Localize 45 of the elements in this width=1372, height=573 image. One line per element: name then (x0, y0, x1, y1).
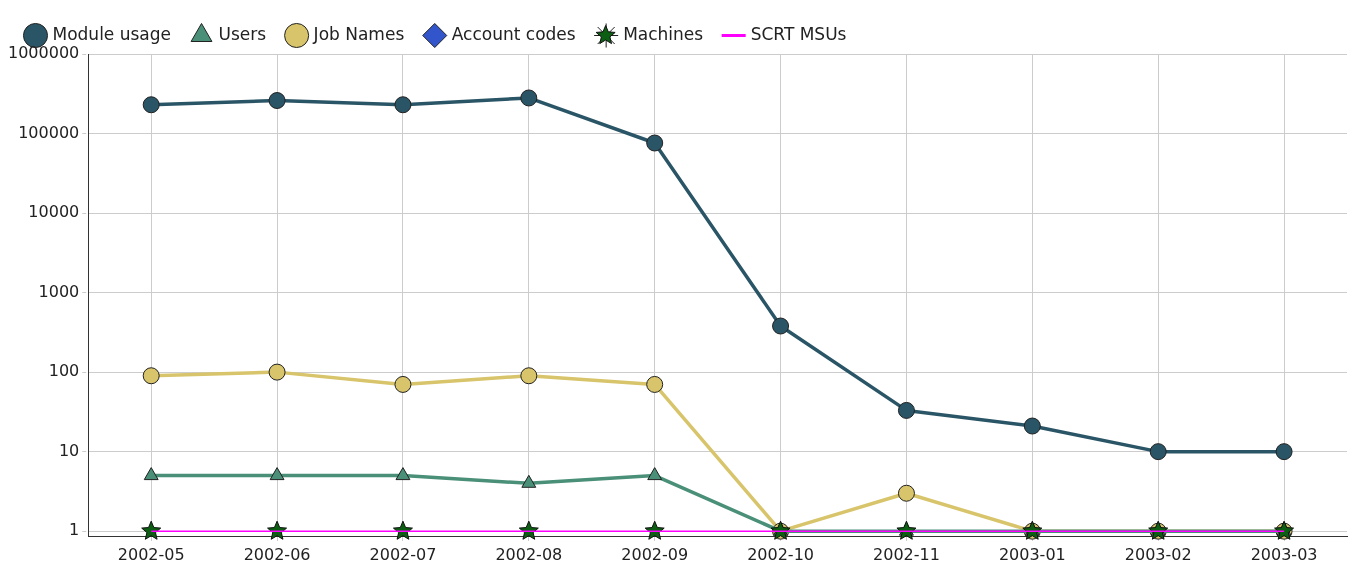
point (268, 92, 286, 110)
legend-label: Users (218, 23, 267, 44)
y-tick-label: 1 (69, 520, 80, 540)
point (141, 520, 162, 540)
point (772, 317, 790, 335)
legend-label: SCRT MSUs (750, 23, 847, 44)
point (646, 134, 664, 152)
legend-label: Job Names (312, 23, 405, 44)
x-tick-label: 2002-09 (621, 544, 689, 564)
point (1149, 443, 1167, 461)
point (520, 367, 538, 385)
point (520, 89, 538, 107)
y-tick-label: 100000 (18, 122, 80, 142)
y-tick-label: 10000 (28, 202, 80, 222)
x-tick-label: 2003-02 (1124, 544, 1192, 564)
y-tick-label: 1000000 (7, 43, 80, 63)
legend-label: Module usage (52, 23, 172, 44)
y-tick-label: 1000 (38, 281, 80, 301)
point (394, 96, 412, 114)
point (1023, 417, 1041, 435)
x-tick-label: 2003-03 (1250, 544, 1318, 564)
legend-label: Machines (623, 23, 704, 44)
point (142, 367, 160, 385)
point (143, 467, 159, 481)
legend-label: Account codes (451, 23, 576, 44)
x-tick-label: 2002-08 (495, 544, 563, 564)
point (647, 467, 663, 481)
point (1275, 443, 1293, 461)
x-tick-label: 2003-01 (998, 544, 1066, 564)
x-tick-label: 2002-11 (873, 544, 940, 564)
x-tick-label: 2002-10 (747, 544, 814, 564)
point (646, 375, 664, 393)
point (142, 96, 160, 114)
point (269, 467, 285, 481)
x-tick-label: 2002-05 (117, 544, 185, 564)
point (521, 474, 537, 488)
x-tick-label: 2002-06 (243, 544, 311, 564)
point (897, 484, 915, 502)
x-tick-label: 2002-07 (369, 544, 437, 564)
point (395, 467, 411, 481)
point (394, 375, 412, 393)
y-tick-label: 10 (58, 440, 80, 460)
y-tick-label: 100 (48, 361, 80, 381)
point (268, 363, 286, 381)
point (897, 401, 915, 419)
